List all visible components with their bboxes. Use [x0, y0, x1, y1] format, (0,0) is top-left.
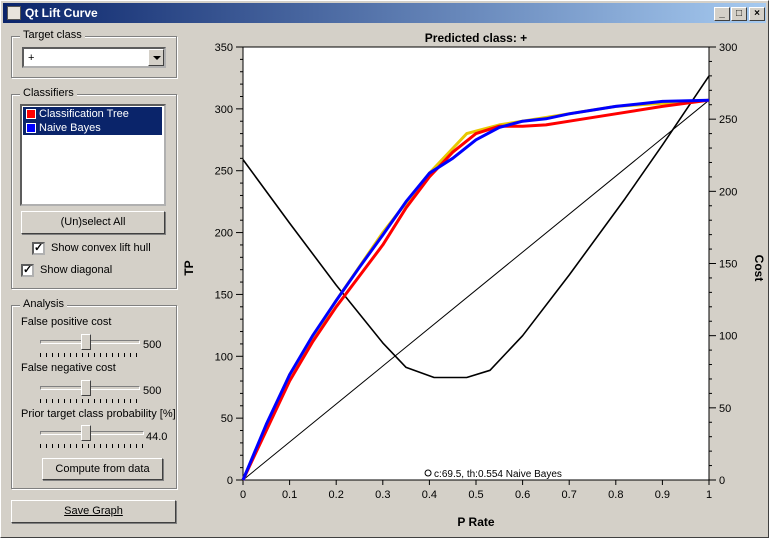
annotation-marker: [424, 469, 432, 477]
y-tick-label: 50: [221, 413, 233, 425]
prior-label: Prior target class probability [%]: [21, 408, 176, 420]
x-tick-label: 0.2: [329, 489, 344, 501]
y2-tick-label: 150: [719, 259, 737, 271]
compute-from-data-button[interactable]: Compute from data: [42, 458, 163, 480]
list-item-label: Naive Bayes: [39, 122, 101, 134]
checkbox-label: Show diagonal: [40, 264, 113, 276]
y-tick-label: 200: [215, 228, 233, 240]
y2-tick-label: 300: [719, 42, 737, 54]
y2-tick-label: 0: [719, 475, 725, 487]
fn-cost-slider[interactable]: [40, 380, 140, 403]
analysis-group: Analysis False positive cost 500 False n…: [11, 298, 177, 489]
annotation-label: c:69.5, th:0.554 Naive Bayes: [434, 469, 562, 480]
analysis-label: Analysis: [20, 298, 67, 310]
checkbox-label: Show convex lift hull: [51, 242, 151, 254]
list-item-label: Classification Tree: [39, 108, 129, 120]
x-tick-label: 0.4: [422, 489, 437, 501]
lift-curve-chart: Predicted class: + P Rate TP Cost 0 0.1 0.…: [182, 31, 766, 529]
prior-slider[interactable]: [40, 425, 144, 448]
slider-handle[interactable]: [81, 380, 92, 396]
close-button[interactable]: ×: [749, 7, 765, 21]
series-line-cost: [242, 75, 710, 379]
x-tick-label: 0.1: [282, 489, 297, 501]
series-line-diagonal: [242, 99, 710, 481]
prior-value: 44.0: [146, 431, 168, 443]
target-class-label: Target class: [20, 29, 85, 41]
x-tick-label: 1: [706, 489, 712, 501]
select-all-button[interactable]: (Un)select All: [21, 211, 165, 234]
y2-tick-label: 50: [719, 403, 731, 415]
window-title: Qt Lift Curve: [25, 6, 98, 20]
list-item[interactable]: Naive Bayes: [23, 121, 162, 135]
y-tick-label: 150: [215, 289, 233, 301]
y2-tick-label: 100: [719, 331, 737, 343]
slider-ticks: [40, 444, 143, 448]
plot-area: [242, 46, 710, 481]
target-class-select[interactable]: +: [22, 47, 166, 68]
classifiers-label: Classifiers: [20, 87, 77, 99]
color-swatch: [26, 109, 36, 119]
slider-handle[interactable]: [81, 334, 92, 350]
y-tick-label: 250: [215, 166, 233, 178]
x-tick-label: 0.9: [655, 489, 670, 501]
list-item[interactable]: Classification Tree: [23, 107, 162, 121]
x-tick-label: 0.5: [468, 489, 483, 501]
chart-title: Predicted class: +: [425, 31, 527, 45]
y2-tick-label: 250: [719, 114, 737, 126]
slider-ticks: [40, 353, 137, 357]
chevron-down-icon[interactable]: [148, 49, 164, 66]
y2-axis-label: Cost: [752, 255, 766, 282]
y-axis-label: TP: [182, 260, 196, 275]
y-tick-label: 300: [215, 104, 233, 116]
title-bar[interactable]: Qt Lift Curve _ □ ×: [3, 3, 766, 23]
series-line-naive-bayes: [241, 98, 710, 481]
target-class-group: Target class +: [11, 29, 177, 78]
fp-cost-value: 500: [143, 339, 162, 351]
x-tick-label: 0.8: [608, 489, 623, 501]
maximize-button[interactable]: □: [731, 7, 747, 21]
slider-ticks: [40, 399, 137, 403]
x-tick-label: 0: [240, 489, 246, 501]
save-graph-button[interactable]: Save Graph: [11, 500, 176, 523]
fp-cost-slider[interactable]: [40, 334, 140, 357]
app-icon: [7, 6, 21, 20]
x-axis-label: P Rate: [457, 515, 494, 529]
fn-cost-value: 500: [143, 385, 162, 397]
fp-cost-label: False positive cost: [21, 316, 112, 328]
slider-groove: [40, 431, 144, 435]
y-tick-label: 350: [215, 42, 233, 54]
minimize-button[interactable]: _: [714, 7, 730, 21]
classifiers-group: Classifiers Classification Tree Naive Ba…: [11, 87, 177, 289]
slider-handle[interactable]: [81, 425, 92, 441]
checkbox-box[interactable]: [21, 263, 34, 277]
y-tick-label: 0: [227, 475, 233, 487]
color-swatch: [26, 123, 36, 133]
classifiers-list[interactable]: Classification Tree Naive Bayes: [20, 104, 166, 206]
x-tick-label: 0.7: [562, 489, 577, 501]
y2-tick-label: 200: [719, 186, 737, 198]
x-tick-label: 0.6: [515, 489, 530, 501]
target-class-value: +: [28, 52, 35, 64]
fn-cost-label: False negative cost: [21, 362, 116, 374]
y-tick-label: 100: [215, 351, 233, 363]
x-tick-label: 0.3: [375, 489, 390, 501]
checkbox-box[interactable]: [32, 241, 45, 255]
